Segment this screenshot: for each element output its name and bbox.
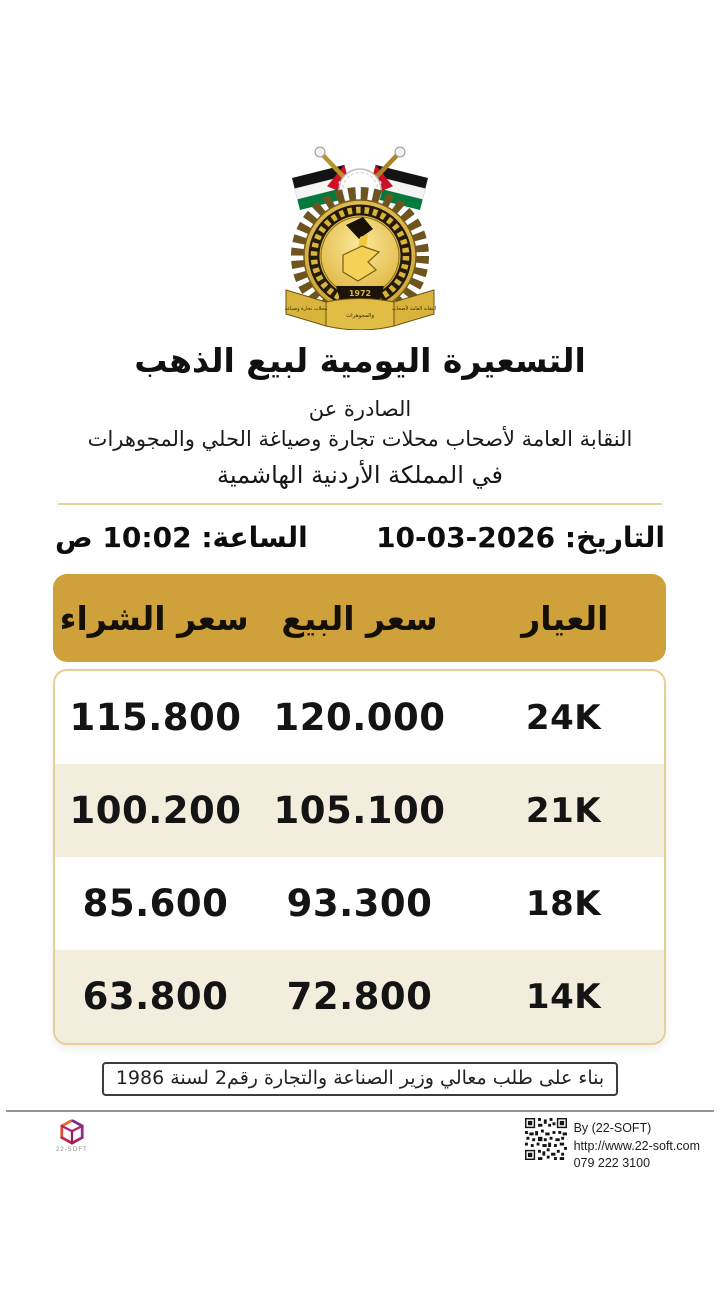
- vendor-brand: 22-SOFT: [56, 1118, 88, 1156]
- buy-price: 85.600: [82, 882, 229, 926]
- table-body: 24K 120.000 115.800 21K 105.100 100.200 …: [53, 669, 666, 1046]
- table-row: 24K 120.000 115.800: [55, 671, 664, 764]
- column-header-karat: العيار: [521, 598, 609, 638]
- ribbon-right-text: النقابة العامة لأصحاب: [392, 305, 437, 312]
- ministry-note: بناء على طلب معالي وزير الصناعة والتجارة…: [101, 1062, 619, 1097]
- issued-by-line: الصادرة عن: [308, 397, 412, 422]
- contact-phone: 079 222 3100: [573, 1156, 651, 1171]
- sell-price: 120.000: [273, 696, 446, 740]
- page-title: التسعيرة اليومية لبيع الذهب: [134, 341, 586, 380]
- contact-url: http://www.22-soft.com: [573, 1138, 700, 1153]
- karat-value: 24K: [525, 697, 602, 738]
- footer-divider: [6, 1110, 714, 1113]
- buy-price: 115.800: [69, 696, 242, 740]
- table-row: 18K 93.300 85.600: [55, 857, 664, 950]
- vendor-contact: By (22-SOFT) http://www.22-soft.com 079 …: [524, 1118, 700, 1173]
- syndicate-emblem: 1972 محلات تجارة وصياغة النقابة العامة ل…: [285, 146, 437, 331]
- sell-price: 93.300: [286, 882, 433, 926]
- gold-price-table: العيار سعر البيع سعر الشراء 24K 120.000 …: [53, 574, 666, 1046]
- est-year-text: 1972: [349, 289, 371, 298]
- karat-value: 14K: [525, 976, 602, 1017]
- ribbon-left-text: محلات تجارة وصياغة: [285, 306, 328, 312]
- contact-by: By (22-SOFT): [573, 1121, 652, 1136]
- qr-code-icon: [524, 1118, 567, 1161]
- cube-logo-caption: 22-SOFT: [56, 1147, 88, 1154]
- ribbon-center-text: والمجوهرات: [346, 313, 374, 319]
- table-row: 14K 72.800 63.800: [55, 950, 664, 1044]
- established-band: 1972: [336, 286, 384, 300]
- sell-price: 105.100: [273, 789, 446, 833]
- date-label: التاريخ:: [564, 521, 665, 555]
- karat-value: 21K: [525, 790, 602, 831]
- time-label: الساعة:: [201, 521, 308, 555]
- cube-logo-icon: [60, 1119, 84, 1145]
- datetime-line: التاريخ: 10-03-2026 الساعة: 10:02 ص: [55, 521, 665, 554]
- contact-text: By (22-SOFT) http://www.22-soft.com 079 …: [574, 1118, 700, 1173]
- gold-crucible-icon: [346, 217, 373, 239]
- emblem-container: 1972 محلات تجارة وصياغة النقابة العامة ل…: [0, 0, 720, 331]
- table-header-row: العيار سعر البيع سعر الشراء: [53, 574, 666, 663]
- ribbon-banner: محلات تجارة وصياغة النقابة العامة لأصحاب…: [285, 289, 437, 331]
- time-group: الساعة: 10:02 ص: [55, 521, 308, 554]
- buy-price: 63.800: [82, 975, 229, 1019]
- footer-bar: 22-SOFT: [0, 1112, 720, 1173]
- note-container: بناء على طلب معالي وزير الصناعة والتجارة…: [0, 1062, 720, 1097]
- karat-value: 18K: [525, 883, 602, 924]
- column-header-buy: سعر الشراء: [59, 598, 249, 638]
- column-header-sell: سعر البيع: [281, 598, 438, 638]
- table-row: 21K 105.100 100.200: [55, 764, 664, 858]
- date-value: 10-03-2026: [376, 521, 556, 555]
- time-value: 10:02 ص: [55, 521, 192, 555]
- sell-price: 72.800: [286, 975, 433, 1019]
- jordan-map-shape: [342, 245, 381, 282]
- gold-divider: [58, 503, 662, 506]
- date-group: التاريخ: 10-03-2026: [376, 521, 665, 554]
- kingdom-line: في المملكة الأردنية الهاشمية: [216, 461, 504, 490]
- buy-price: 100.200: [69, 789, 242, 833]
- organization-line: النقابة العامة لأصحاب محلات تجارة وصياغة…: [87, 427, 633, 452]
